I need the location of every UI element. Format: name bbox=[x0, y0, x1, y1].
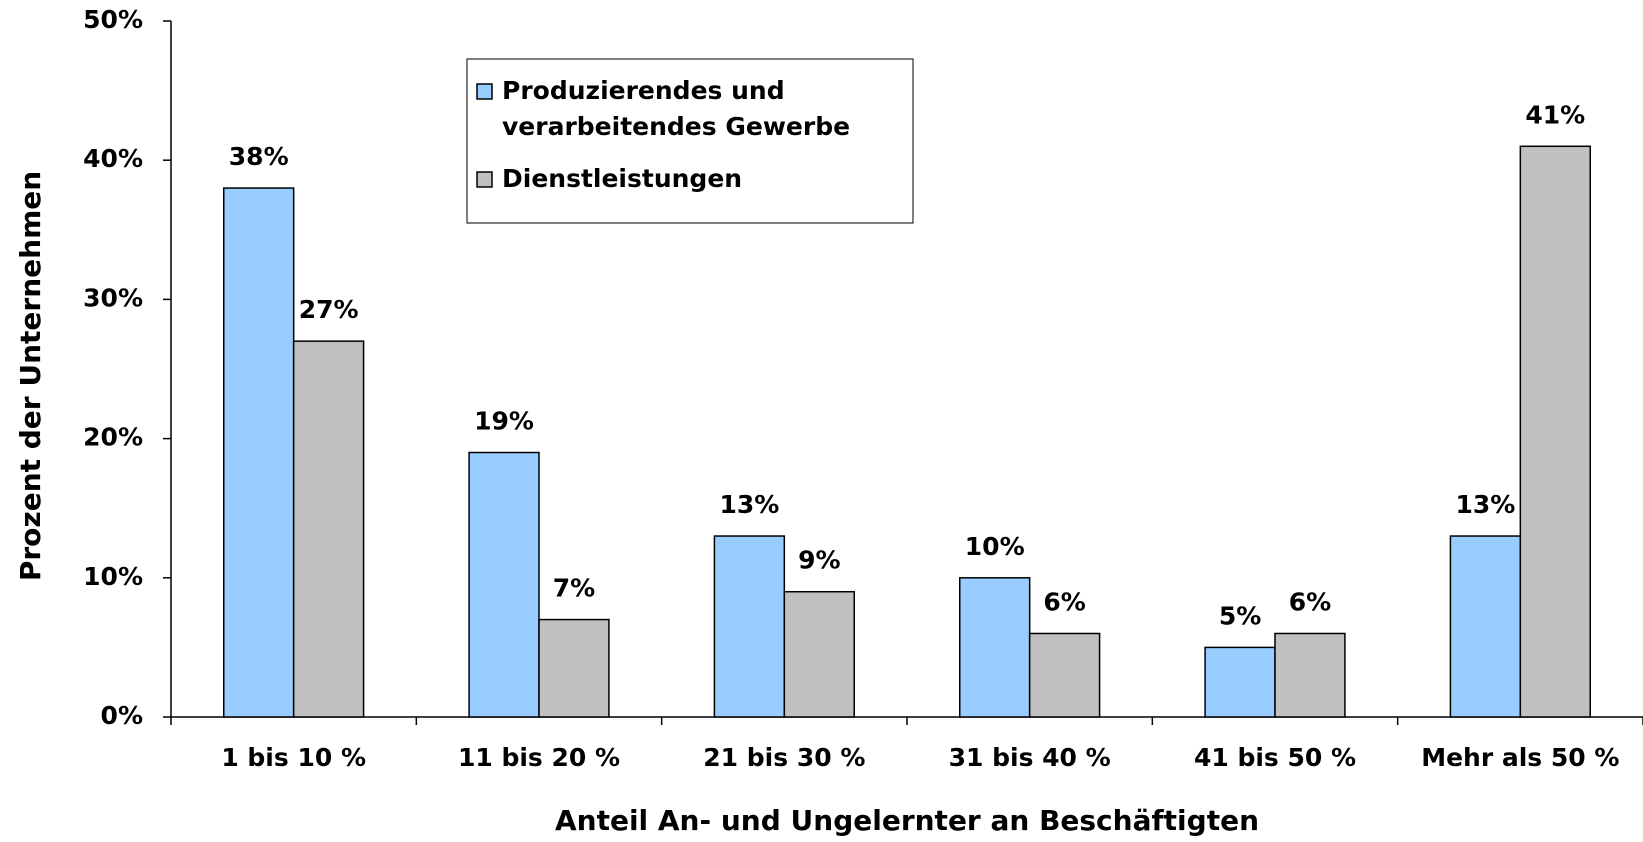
legend-entry: Dienstleistungen bbox=[502, 164, 743, 193]
bar bbox=[783, 590, 856, 718]
bar bbox=[1274, 632, 1346, 718]
value-label: 6% bbox=[1289, 587, 1331, 616]
legend-entry: Produzierendes und verarbeitendes Gewerb… bbox=[502, 76, 851, 141]
bar bbox=[222, 187, 295, 718]
y-tick-label: 20% bbox=[83, 423, 143, 452]
bar bbox=[713, 535, 786, 718]
value-label: 9% bbox=[798, 546, 840, 575]
legend-label: Produzierendes und verarbeitendes Gewerb… bbox=[502, 76, 851, 141]
value-label: 13% bbox=[1455, 490, 1515, 519]
legend-swatch bbox=[476, 83, 493, 100]
bar bbox=[1519, 145, 1592, 718]
bar bbox=[1449, 535, 1522, 718]
bar bbox=[538, 618, 610, 718]
value-label: 10% bbox=[965, 532, 1025, 561]
x-tick-label: 1 bis 10 % bbox=[221, 743, 366, 772]
bar bbox=[1028, 632, 1101, 718]
value-label: 19% bbox=[474, 407, 534, 436]
value-label: 6% bbox=[1043, 587, 1085, 616]
x-tick-label: 11 bis 20 % bbox=[458, 743, 620, 772]
legend-box bbox=[466, 58, 914, 224]
y-tick-label: 10% bbox=[83, 562, 143, 591]
x-tick-label: Mehr als 50 % bbox=[1421, 743, 1619, 772]
value-label: 27% bbox=[299, 295, 359, 324]
y-tick-label: 30% bbox=[83, 283, 143, 312]
bar bbox=[958, 577, 1031, 718]
bar bbox=[292, 340, 365, 718]
value-label: 38% bbox=[229, 142, 289, 171]
y-tick-label: 0% bbox=[101, 701, 143, 730]
value-label: 5% bbox=[1219, 601, 1261, 630]
y-tick-label: 50% bbox=[83, 5, 143, 34]
y-axis-label: Prozent der Unternehmen bbox=[14, 171, 47, 581]
value-label: 13% bbox=[719, 490, 779, 519]
x-tick-label: 41 bis 50 % bbox=[1194, 743, 1356, 772]
legend-swatch bbox=[476, 171, 493, 188]
x-tick-label: 31 bis 40 % bbox=[949, 743, 1111, 772]
bar bbox=[1204, 646, 1276, 718]
y-tick-label: 40% bbox=[83, 144, 143, 173]
value-label: 7% bbox=[553, 574, 595, 603]
bar bbox=[468, 451, 540, 718]
legend-label: Dienstleistungen bbox=[502, 164, 743, 193]
value-label: 41% bbox=[1525, 100, 1585, 129]
x-axis-label: Anteil An- und Ungelernter an Beschäftig… bbox=[555, 804, 1259, 837]
x-tick-label: 21 bis 30 % bbox=[703, 743, 865, 772]
